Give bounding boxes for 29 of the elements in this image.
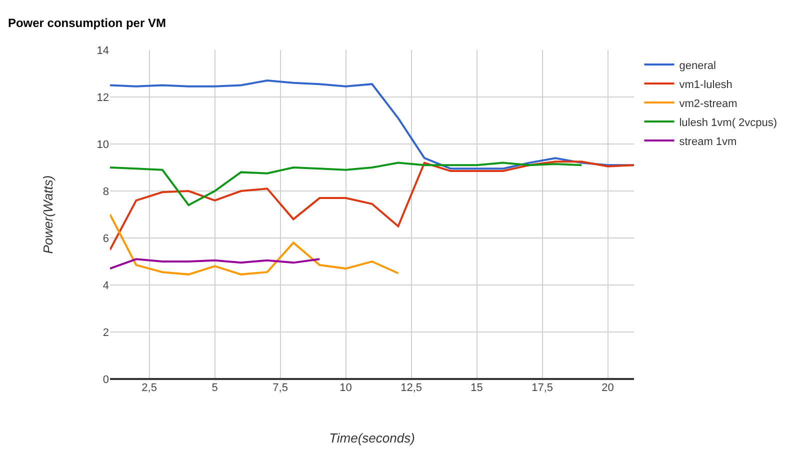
- y-tick-label: 14: [96, 44, 109, 57]
- x-tick-label: 10: [340, 382, 352, 394]
- y-tick-label: 4: [102, 280, 109, 292]
- line-series: [110, 258, 321, 270]
- line-series: [110, 80, 634, 170]
- line-series: [110, 162, 583, 206]
- y-axis-title: Power(Watts): [40, 175, 56, 254]
- chart-title: Power consumption per VM: [8, 16, 166, 30]
- legend-label: vm1-lulesh: [679, 78, 732, 91]
- x-tick-label: 15: [470, 382, 483, 394]
- x-tick-label: 5: [212, 382, 218, 394]
- x-tick-label: 20: [602, 382, 614, 394]
- y-tick-label: 6: [102, 232, 109, 245]
- legend-label: general: [679, 60, 716, 72]
- legend-label: stream 1vm: [679, 136, 737, 148]
- x-tick-label: 12,5: [400, 382, 422, 394]
- x-tick-label: 17,5: [532, 382, 554, 394]
- y-tick-label: 0: [102, 374, 109, 386]
- y-tick-label: 12: [96, 92, 109, 104]
- legend-label: vm2-stream: [679, 98, 738, 110]
- y-tick-label: 8: [102, 186, 109, 198]
- y-tick-label: 10: [96, 138, 109, 151]
- x-tick-label: 2,5: [142, 382, 157, 394]
- line-series: [110, 214, 400, 276]
- x-tick-label: 7,5: [272, 382, 288, 394]
- x-axis-title: Time(seconds): [329, 430, 415, 446]
- line-series: [110, 160, 634, 251]
- y-tick-label: 2: [102, 326, 109, 339]
- legend-label: lulesh 1vm( 2vcpus): [679, 116, 778, 129]
